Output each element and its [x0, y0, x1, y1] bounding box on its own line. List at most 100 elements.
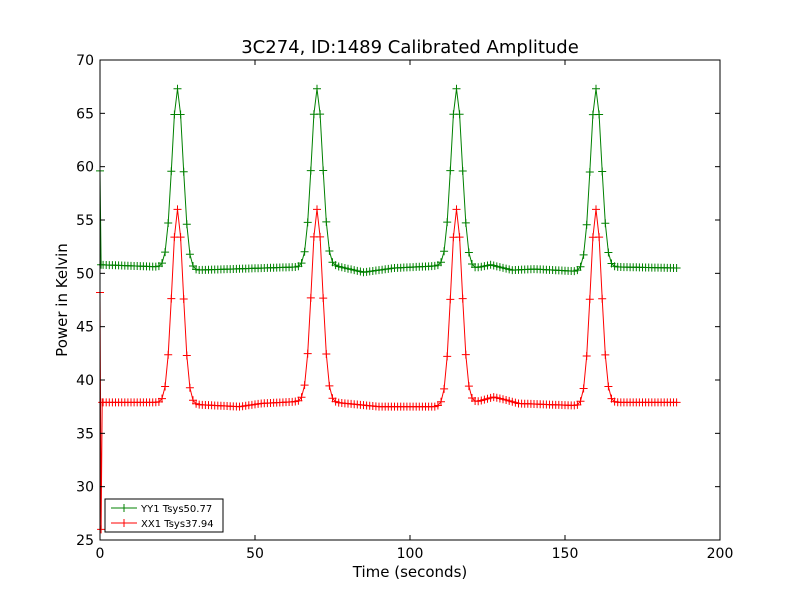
data-point: [464, 382, 473, 391]
data-point: [598, 294, 607, 303]
data-point: [595, 110, 604, 119]
data-point: [179, 167, 188, 176]
x-tick-label: 200: [707, 546, 734, 562]
data-point: [297, 393, 306, 402]
data-point: [164, 350, 173, 359]
data-point: [313, 84, 321, 93]
data-point: [440, 384, 449, 393]
data-point: [604, 248, 613, 257]
legend-label: YY1 Tsys50.77: [140, 504, 212, 515]
data-point: [322, 217, 331, 226]
data-point: [458, 167, 467, 176]
data-point: [179, 294, 188, 303]
data-point: [592, 84, 600, 93]
data-point: [443, 218, 452, 227]
data-point: [592, 205, 600, 214]
data-point: [300, 381, 309, 390]
data-point: [585, 295, 594, 304]
y-tick-label: 25: [76, 533, 94, 549]
series-0: [96, 84, 681, 277]
data-point: [319, 166, 328, 175]
data-point: [579, 384, 588, 393]
data-point: [303, 349, 312, 358]
legend-marker: [120, 504, 128, 512]
data-point: [319, 294, 328, 303]
data-point: [322, 350, 331, 359]
data-point: [455, 233, 464, 242]
data-point: [446, 295, 455, 304]
data-point: [576, 397, 585, 406]
data-point: [158, 259, 166, 268]
data-point: [458, 294, 467, 303]
legend-item: YY1 Tsys50.77: [111, 504, 212, 515]
data-point: [176, 110, 185, 119]
data-point: [300, 247, 309, 256]
legend: YY1 Tsys50.77 XX1 Tsys37.94: [104, 498, 224, 533]
data-point: [161, 248, 170, 257]
data-point: [306, 293, 315, 302]
axes: 0 50 100 150 200 25 30 35 40 45 50 55 60 65 70: [76, 53, 733, 562]
data-point: [167, 167, 176, 176]
data-point: [306, 166, 315, 175]
y-tick-label: 50: [76, 266, 94, 282]
data-point: [446, 166, 455, 175]
data-point: [598, 167, 607, 176]
data-point: [582, 220, 591, 229]
data-point: [303, 218, 312, 227]
y-tick-label: 30: [76, 480, 94, 496]
data-point: [461, 350, 470, 359]
series-1: [96, 205, 681, 534]
data-point: [452, 205, 461, 214]
data-point: [601, 350, 610, 359]
x-tick-label: 50: [246, 546, 264, 562]
x-tick-label: 150: [552, 546, 579, 562]
data-point: [437, 397, 445, 406]
y-tick-label: 70: [76, 53, 94, 69]
data-point: [161, 382, 170, 391]
legend-item: XX1 Tsys37.94: [111, 519, 214, 530]
data-point: [452, 84, 461, 93]
data-point: [297, 259, 306, 268]
data-point: [595, 233, 604, 242]
data-point: [437, 258, 445, 267]
data-point: [325, 247, 334, 256]
y-tick-label: 40: [76, 373, 94, 389]
data-point: [173, 205, 182, 214]
data-point: [176, 233, 185, 242]
data-point: [97, 525, 106, 534]
y-tick-label: 55: [76, 213, 94, 229]
data-point: [325, 381, 334, 390]
x-tick-label: 0: [96, 546, 105, 562]
data-point: [316, 110, 325, 119]
data-point: [316, 232, 325, 241]
data-point: [164, 218, 173, 227]
data-point: [585, 168, 594, 177]
legend-box: [104, 498, 224, 533]
y-tick-label: 60: [76, 160, 94, 176]
data-point: [464, 248, 473, 257]
data-point: [455, 110, 464, 119]
x-axis-label: Time (seconds): [352, 563, 468, 581]
y-tick-label: 65: [76, 106, 94, 122]
x-tick-label: 100: [397, 546, 424, 562]
data-point: [576, 262, 585, 271]
data-point: [185, 383, 194, 392]
data-point: [182, 220, 191, 229]
data-point: [582, 352, 591, 361]
data-point: [672, 398, 681, 407]
data-point: [461, 218, 470, 227]
data-point: [173, 84, 182, 93]
chart-title: 3C274, ID:1489 Calibrated Amplitude: [241, 37, 579, 58]
plot-area: [96, 84, 681, 534]
legend-marker: [120, 519, 128, 527]
data-point: [167, 294, 176, 303]
y-axis-label: Power in Kelvin: [53, 243, 71, 357]
y-tick-label: 45: [76, 320, 94, 336]
data-point: [579, 250, 588, 259]
data-point: [443, 352, 452, 361]
legend-label: XX1 Tsys37.94: [141, 519, 214, 530]
data-point: [440, 247, 449, 256]
data-point: [672, 264, 681, 272]
data-point: [185, 250, 194, 259]
